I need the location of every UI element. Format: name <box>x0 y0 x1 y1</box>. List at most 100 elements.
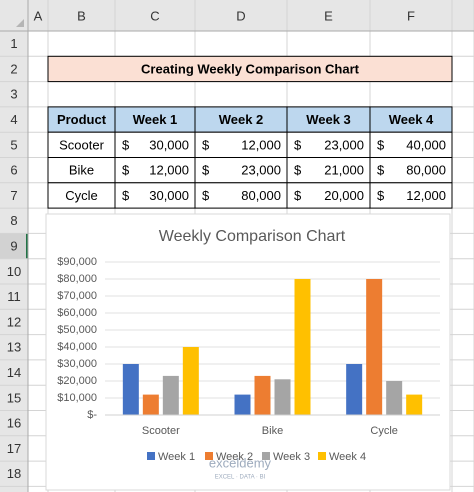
row-header: 5 <box>10 137 17 152</box>
y-tick-label: $40,000 <box>57 341 97 353</box>
amount: 12,000 <box>149 163 189 178</box>
legend-label: Week 4 <box>329 451 366 463</box>
table-cell <box>286 157 371 184</box>
row-header: 7 <box>10 188 17 203</box>
table-header: Week 2 <box>219 112 264 127</box>
table-cell <box>47 182 116 209</box>
product-name: Scooter <box>59 137 104 152</box>
amount: 30,000 <box>149 188 189 203</box>
legend-swatch <box>262 452 270 460</box>
title-box <box>47 55 453 83</box>
amount: 12,000 <box>241 137 281 152</box>
product-name: Cycle <box>65 188 98 203</box>
bar <box>162 375 179 415</box>
bar <box>142 394 159 415</box>
sheet-title: Creating Weekly Comparison Chart <box>141 61 360 76</box>
row-header: 11 <box>7 289 21 304</box>
watermark-tagline: EXCEL · DATA · BI <box>215 475 266 481</box>
bar <box>406 394 423 415</box>
y-tick-label: $60,000 <box>57 307 97 319</box>
amount: 23,000 <box>241 163 281 178</box>
amount: 21,000 <box>324 163 364 178</box>
table-header-cell <box>369 106 453 133</box>
table-cell <box>369 131 453 158</box>
amount: 30,000 <box>149 137 189 152</box>
amount: 80,000 <box>406 163 446 178</box>
bar <box>386 381 403 415</box>
row-header: 2 <box>10 61 17 76</box>
x-tick-label: Cycle <box>370 425 398 437</box>
currency-symbol: $ <box>122 137 130 152</box>
currency-symbol: $ <box>202 188 210 203</box>
legend-label: Week 1 <box>158 451 195 463</box>
chart-title: Weekly Comparison Chart <box>159 228 346 245</box>
row-header: 12 <box>7 314 21 329</box>
legend-label: Week 3 <box>273 451 310 463</box>
amount: 12,000 <box>406 188 446 203</box>
currency-symbol: $ <box>294 188 302 203</box>
amount: 40,000 <box>406 137 446 152</box>
row-header: 10 <box>7 264 21 279</box>
currency-symbol: $ <box>294 137 302 152</box>
row-header: 14 <box>7 365 21 380</box>
table-cell <box>286 182 371 209</box>
table-header: Product <box>57 112 107 127</box>
product-name: Bike <box>69 163 94 178</box>
table-header: Week 3 <box>306 112 351 127</box>
row-header: 6 <box>10 163 17 178</box>
amount: 23,000 <box>324 137 364 152</box>
select-all-corner <box>16 19 24 27</box>
amount: 80,000 <box>241 188 281 203</box>
bar <box>122 364 139 415</box>
currency-symbol: $ <box>377 163 385 178</box>
currency-symbol: $ <box>202 137 210 152</box>
currency-symbol: $ <box>294 163 302 178</box>
legend-swatch <box>318 452 326 460</box>
bar <box>346 364 363 415</box>
row-header: 3 <box>10 87 17 102</box>
legend-swatch <box>205 452 213 460</box>
column-header: C <box>150 8 159 23</box>
table-cell <box>114 182 196 209</box>
table-header-cell <box>47 106 116 133</box>
y-tick-label: $20,000 <box>57 375 97 387</box>
y-tick-label: $- <box>87 409 97 421</box>
column-header: A <box>34 8 43 23</box>
table-header: Week 4 <box>389 112 434 127</box>
chart-area <box>45 213 451 491</box>
table-header-cell <box>194 106 288 133</box>
currency-symbol: $ <box>122 163 130 178</box>
column-header: E <box>324 8 333 23</box>
currency-symbol: $ <box>377 137 385 152</box>
x-tick-label: Bike <box>262 425 283 437</box>
table-cell <box>194 131 288 158</box>
row-header: 16 <box>7 416 21 431</box>
row-header: 17 <box>7 441 21 456</box>
bar <box>274 379 291 415</box>
bar <box>254 375 271 415</box>
y-tick-label: $10,000 <box>57 392 97 404</box>
table-cell <box>194 157 288 184</box>
table-cell <box>114 131 196 158</box>
table-cell <box>369 182 453 209</box>
y-tick-label: $90,000 <box>57 256 97 268</box>
column-header: F <box>407 8 415 23</box>
row-header: 18 <box>7 466 21 481</box>
column-header: D <box>236 8 245 23</box>
x-tick-label: Scooter <box>142 425 180 437</box>
row-header: 15 <box>7 390 21 405</box>
currency-symbol: $ <box>202 163 210 178</box>
legend-swatch <box>147 452 155 460</box>
currency-symbol: $ <box>122 188 130 203</box>
currency-symbol: $ <box>377 188 385 203</box>
row-header: 1 <box>10 36 17 51</box>
selected-row-header <box>0 233 28 259</box>
legend-label: Week 2 <box>216 451 253 463</box>
column-header: B <box>77 8 86 23</box>
bar <box>366 279 383 415</box>
y-tick-label: $50,000 <box>57 324 97 336</box>
table-cell <box>286 131 371 158</box>
watermark-name: exceldemy <box>209 455 272 470</box>
